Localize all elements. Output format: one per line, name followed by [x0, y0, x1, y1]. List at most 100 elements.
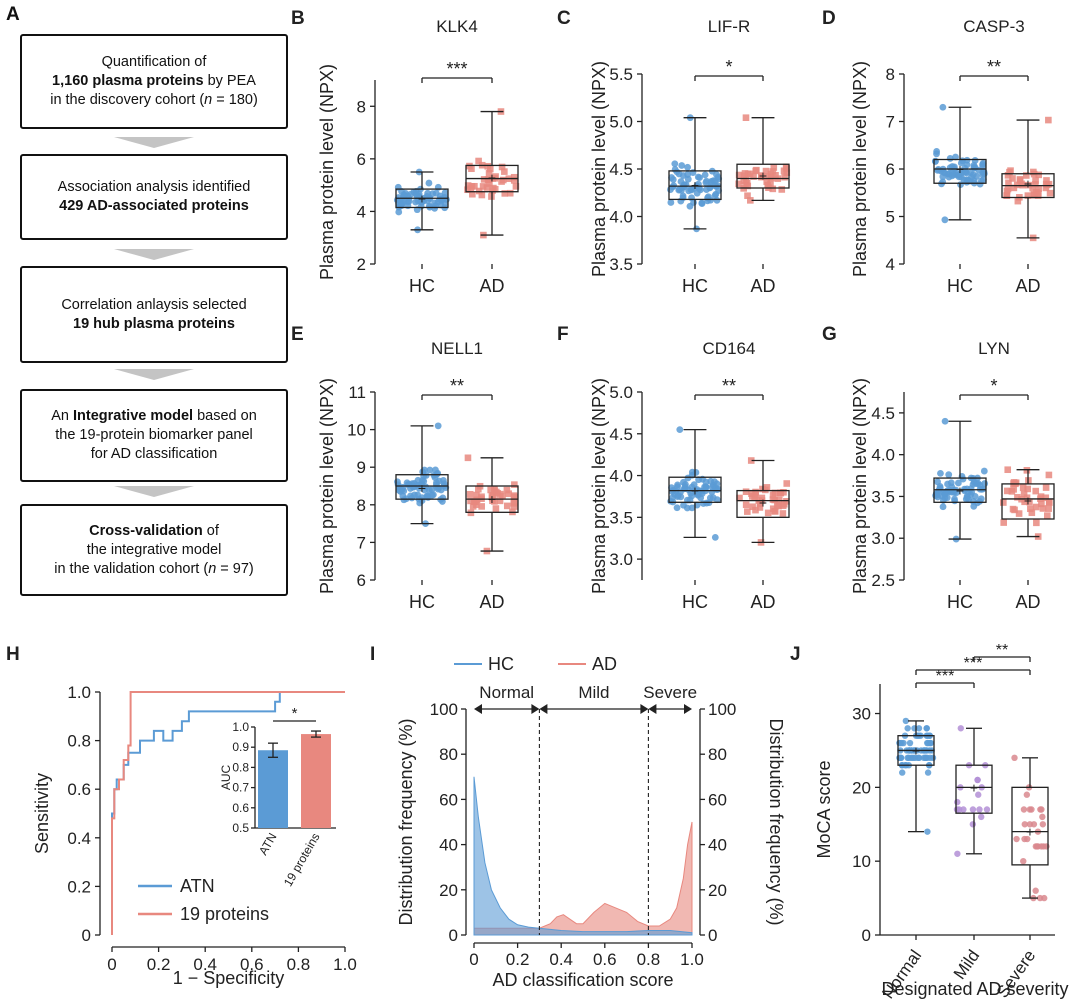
- box-mean: +: [956, 161, 964, 177]
- y-axis-label: Plasma protein level (NPX): [850, 378, 870, 594]
- flow-text: in the discovery cohort (: [50, 92, 205, 108]
- data-point: [484, 162, 492, 170]
- significance-label: ***: [446, 59, 467, 79]
- data-point: [983, 806, 991, 813]
- data-point: [905, 754, 913, 762]
- data-point: [696, 174, 703, 182]
- data-point: [904, 725, 911, 732]
- data-point: [478, 191, 486, 199]
- data-point: [679, 172, 687, 179]
- data-point: [1013, 181, 1021, 189]
- x-tick-label: 0.2: [506, 950, 530, 969]
- data-point: [1009, 175, 1016, 182]
- y-tick-label: 0.4: [67, 829, 91, 848]
- y-tick-label: 4.5: [609, 425, 633, 444]
- significance-label: ***: [964, 655, 983, 672]
- region-arrowhead: [640, 704, 649, 714]
- data-point: [957, 159, 965, 167]
- data-point: [758, 172, 765, 179]
- y-tick-label: 10: [852, 852, 871, 871]
- data-point: [1026, 498, 1033, 506]
- x-tick-label: 0.8: [637, 950, 661, 969]
- region-arrowhead: [648, 704, 657, 714]
- data-point: [962, 495, 970, 503]
- data-point: [769, 496, 777, 503]
- flow-text: for AD classification: [90, 446, 218, 462]
- data-point: [746, 170, 754, 178]
- data-point: [735, 171, 743, 179]
- x-tick-label: HC: [947, 592, 973, 612]
- data-point: [510, 492, 518, 499]
- data-point: [954, 479, 962, 487]
- x-tick-label: 0: [107, 955, 116, 974]
- data-point: [963, 161, 971, 169]
- data-point: [955, 173, 963, 181]
- data-point: [952, 489, 960, 497]
- data-point: [747, 197, 754, 204]
- legend-label: HC: [488, 654, 514, 674]
- data-point: [924, 769, 932, 776]
- flow-text: by PEA: [203, 73, 256, 89]
- flow-box-cross-validation: Cross-validation of the integrative mode…: [20, 504, 288, 596]
- y-axis-label: Plasma protein level (NPX): [317, 64, 337, 280]
- inset-y-tick-label: 0.5: [232, 821, 249, 835]
- data-point: [749, 493, 756, 500]
- y-tick-label: 7: [357, 533, 366, 552]
- box-mean: +: [956, 483, 964, 499]
- box-mean: +: [1024, 175, 1032, 191]
- box-mean: +: [418, 480, 426, 496]
- data-point: [1045, 471, 1053, 479]
- data-point: [1014, 197, 1022, 205]
- data-point: [775, 496, 783, 504]
- panel-letter: J: [790, 644, 801, 665]
- x-axis-label: Designated AD severity: [881, 979, 1068, 999]
- data-point: [711, 478, 718, 486]
- box-mean: +: [759, 494, 767, 510]
- box-mean: +: [691, 177, 699, 193]
- y-tick-label: 3.0: [609, 550, 633, 569]
- data-point: [421, 466, 428, 474]
- data-point: [412, 190, 420, 198]
- data-point: [771, 508, 779, 515]
- legend-label: ATN: [180, 876, 215, 896]
- data-point: [487, 486, 494, 494]
- data-point: [1045, 116, 1052, 124]
- data-point: [749, 503, 756, 511]
- data-point: [756, 500, 764, 507]
- chart-title: LIF-R: [708, 17, 751, 36]
- data-point: [1039, 813, 1046, 821]
- data-point: [404, 198, 412, 206]
- data-point: [466, 162, 473, 170]
- data-point: [1033, 188, 1040, 196]
- y-tick-label: 5.5: [609, 65, 633, 84]
- data-point: [1037, 806, 1044, 813]
- x-tick-label: 0: [469, 950, 478, 969]
- data-point: [977, 495, 985, 503]
- box-mean: +: [1024, 493, 1032, 509]
- data-point: [702, 179, 710, 187]
- y-axis-label-right: Distribution frequency (%): [766, 718, 786, 925]
- significance-label: **: [722, 376, 736, 396]
- data-point: [466, 490, 474, 498]
- flow-text: the 19-protein biomarker panel: [55, 427, 253, 443]
- data-point: [679, 194, 687, 202]
- data-point: [712, 190, 720, 198]
- inset-x-tick-label: ATN: [256, 831, 280, 858]
- flow-box-correlation: Correlation anlaysis selected 19 hub pla…: [20, 266, 288, 363]
- data-point: [1011, 754, 1018, 762]
- y-tick-label: 4.5: [609, 160, 633, 179]
- data-point: [424, 197, 432, 205]
- data-point: [756, 504, 764, 511]
- data-point: [1032, 503, 1040, 511]
- y-tick-label: 4.0: [609, 467, 633, 486]
- data-point: [1009, 505, 1017, 513]
- significance-label: **: [450, 376, 464, 396]
- data-point: [1032, 487, 1040, 495]
- flow-arrow: [114, 369, 194, 380]
- panel-letter-a: A: [6, 4, 20, 25]
- data-point: [941, 494, 949, 502]
- data-point: [969, 806, 977, 813]
- data-point: [777, 489, 784, 497]
- data-point: [934, 478, 941, 486]
- data-point: [425, 179, 433, 187]
